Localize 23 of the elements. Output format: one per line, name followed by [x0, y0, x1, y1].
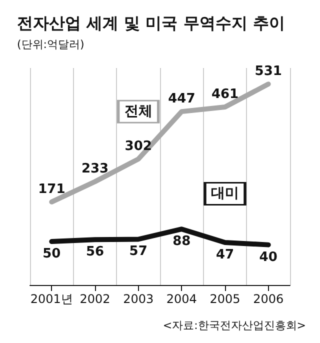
data-label: 56	[86, 244, 104, 260]
data-label: 171	[38, 182, 66, 197]
data-label: 233	[81, 162, 109, 177]
data-label: 57	[129, 244, 148, 260]
chart-title: 전자산업 세계 및 미국 무역수지 추이	[17, 14, 285, 32]
data-label: 461	[211, 86, 239, 102]
text: 대미	[211, 186, 239, 202]
x-tick-label: 2002	[80, 292, 110, 306]
x-tick-label: 2003	[123, 292, 154, 306]
x-tick-label: 2004	[166, 292, 197, 306]
data-label: 50	[42, 246, 61, 262]
data-label: 302	[124, 139, 152, 154]
data-label: 531	[254, 64, 282, 80]
x-tick-label: 2001년	[30, 292, 73, 306]
data-label: 47	[216, 248, 234, 263]
data-label: 447	[168, 92, 196, 107]
x-tick-label: 2005	[210, 292, 240, 306]
data-label: 40	[259, 250, 278, 265]
text: <자료:한국전자산업진흥회>	[162, 319, 306, 332]
chart-subtitle: (단위:억달러)	[17, 38, 84, 51]
series-label: 전체	[124, 104, 152, 120]
x-tick-label: 2006	[253, 292, 284, 306]
data-label: 88	[172, 234, 191, 250]
